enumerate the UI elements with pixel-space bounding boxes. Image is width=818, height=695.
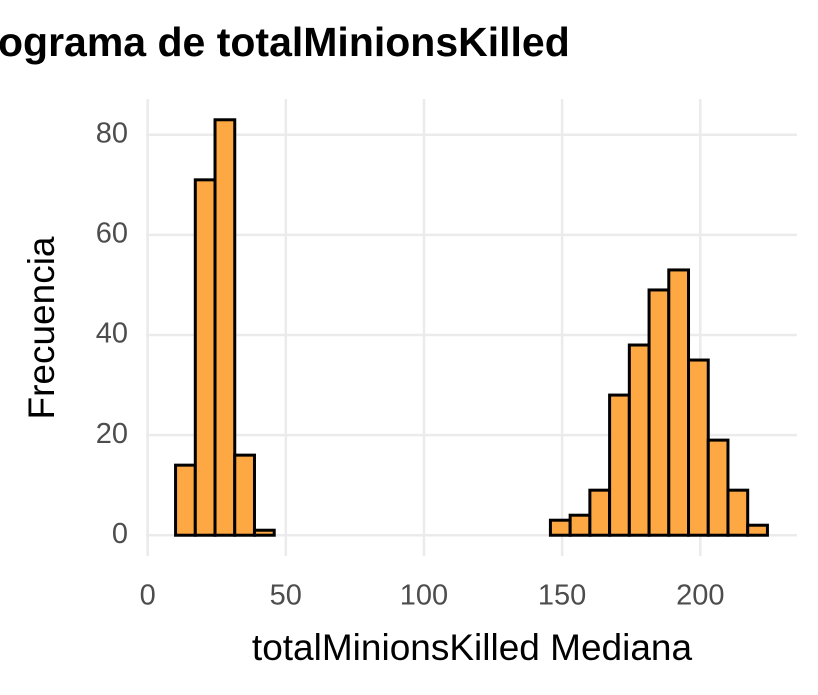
bar: [213, 118, 237, 537]
y-tick-label: 0: [112, 518, 128, 550]
bar: [746, 523, 769, 537]
bar: [726, 488, 750, 537]
x-tick-label: 0: [140, 580, 156, 612]
bar: [568, 513, 592, 537]
x-axis-label: totalMinionsKilled Mediana: [252, 627, 693, 668]
bar: [706, 438, 730, 537]
y-tick-label: 20: [96, 418, 128, 450]
bar: [608, 393, 631, 537]
bar: [627, 343, 651, 537]
x-tick-label: 150: [538, 580, 586, 612]
y-tick-label: 40: [96, 318, 128, 350]
bar: [233, 453, 256, 537]
x-tick-label: 100: [400, 580, 448, 612]
y-tick-label: 80: [96, 117, 128, 149]
bar: [687, 358, 710, 537]
y-axis-label: Frecuencia: [21, 236, 62, 419]
y-tick-label: 60: [96, 218, 128, 250]
x-tick-label: 50: [270, 580, 302, 612]
bar: [174, 463, 197, 537]
chart-title: ograma de totalMinionsKilled: [0, 19, 570, 65]
bar: [193, 178, 217, 537]
bar: [588, 488, 612, 537]
x-tick-label: 200: [676, 580, 724, 612]
bar: [252, 528, 276, 537]
bar: [647, 288, 671, 537]
bar: [667, 268, 691, 537]
bar: [548, 518, 572, 537]
